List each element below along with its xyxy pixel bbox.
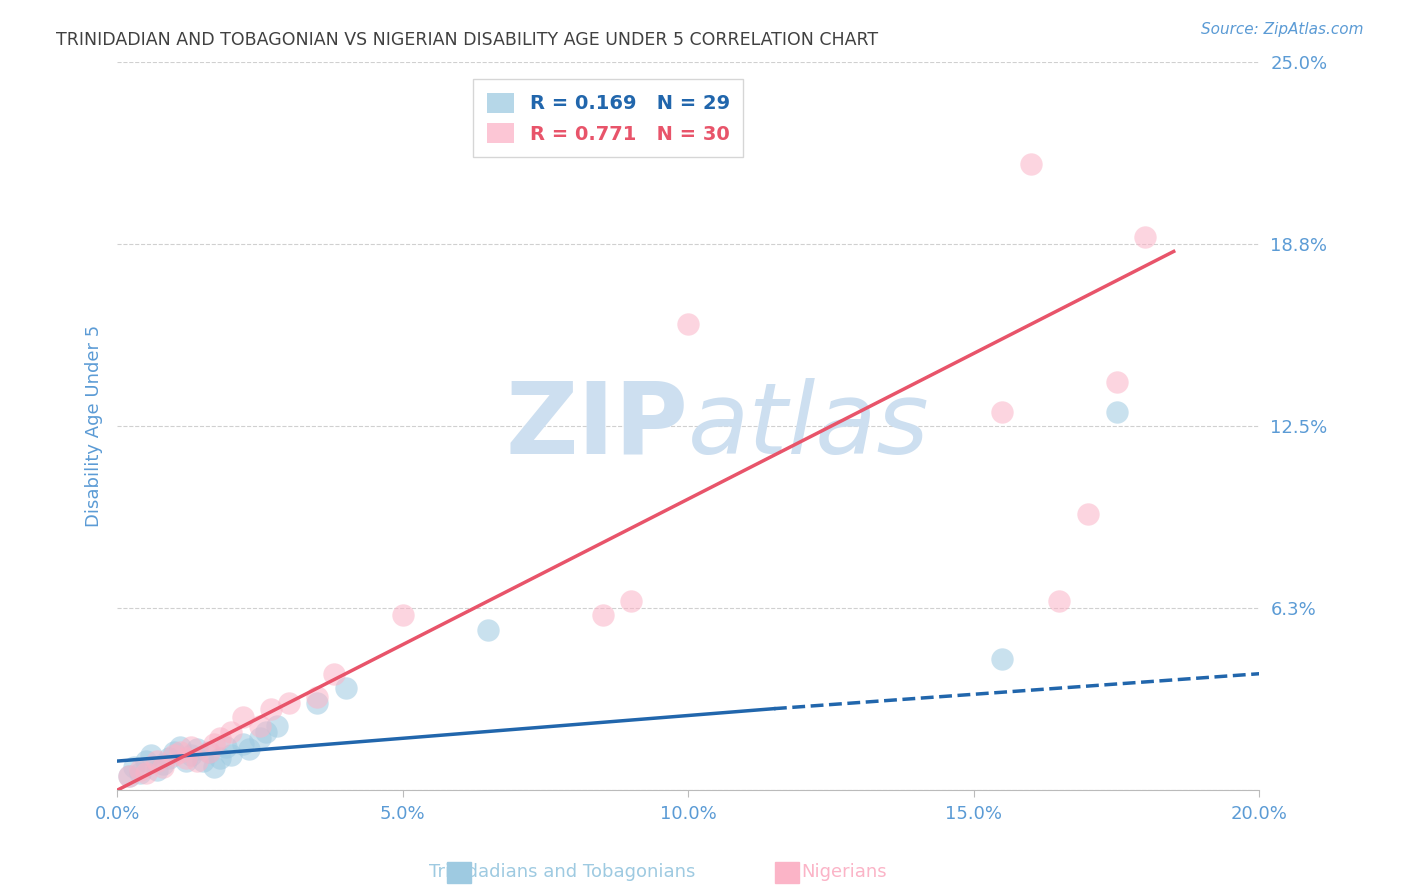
Text: Trinidadians and Tobagonians: Trinidadians and Tobagonians <box>429 863 696 881</box>
Point <box>249 731 271 745</box>
Point <box>307 696 329 710</box>
Point <box>146 754 169 768</box>
Point <box>991 652 1014 666</box>
Point <box>197 745 219 759</box>
Point <box>232 710 254 724</box>
Point <box>186 754 208 768</box>
Point <box>1049 594 1071 608</box>
Point <box>208 731 231 745</box>
Point <box>620 594 643 608</box>
Text: Source: ZipAtlas.com: Source: ZipAtlas.com <box>1201 22 1364 37</box>
Point <box>202 737 225 751</box>
Point <box>232 737 254 751</box>
Point <box>277 696 299 710</box>
Point <box>135 754 157 768</box>
Point <box>249 719 271 733</box>
Point <box>1019 157 1042 171</box>
Point <box>208 751 231 765</box>
Point <box>152 756 174 771</box>
Point <box>197 745 219 759</box>
Text: Nigerians: Nigerians <box>801 863 886 881</box>
Point <box>135 765 157 780</box>
Point <box>202 760 225 774</box>
Point <box>592 608 614 623</box>
Point <box>221 748 243 763</box>
Point <box>163 748 186 763</box>
Point <box>180 739 202 754</box>
Point <box>186 742 208 756</box>
Point <box>129 765 152 780</box>
Point <box>260 701 283 715</box>
Point <box>124 760 146 774</box>
Point <box>215 739 238 754</box>
Text: ZIP: ZIP <box>505 377 689 475</box>
Point <box>174 754 197 768</box>
Point <box>238 742 260 756</box>
Point <box>117 769 139 783</box>
Point <box>391 608 413 623</box>
Point <box>152 760 174 774</box>
Point <box>307 690 329 704</box>
Point <box>477 623 499 637</box>
Point <box>335 681 357 696</box>
Legend: R = 0.169   N = 29, R = 0.771   N = 30: R = 0.169 N = 29, R = 0.771 N = 30 <box>474 79 744 157</box>
Point <box>169 745 191 759</box>
Point <box>141 748 163 763</box>
Point <box>1133 230 1156 244</box>
Point <box>1105 404 1128 418</box>
Text: TRINIDADIAN AND TOBAGONIAN VS NIGERIAN DISABILITY AGE UNDER 5 CORRELATION CHART: TRINIDADIAN AND TOBAGONIAN VS NIGERIAN D… <box>56 31 879 49</box>
Point <box>266 719 288 733</box>
Point <box>180 748 202 763</box>
Point <box>678 318 700 332</box>
Point <box>129 763 152 777</box>
Point <box>1077 507 1099 521</box>
Point <box>191 754 214 768</box>
Point <box>254 725 277 739</box>
Point <box>323 666 346 681</box>
Point <box>117 769 139 783</box>
Point <box>169 739 191 754</box>
Point <box>1105 376 1128 390</box>
Text: atlas: atlas <box>689 377 929 475</box>
Point <box>163 745 186 759</box>
Point <box>157 751 180 765</box>
Y-axis label: Disability Age Under 5: Disability Age Under 5 <box>86 325 103 527</box>
Point <box>146 763 169 777</box>
Point <box>174 751 197 765</box>
Point <box>991 404 1014 418</box>
Point <box>221 725 243 739</box>
